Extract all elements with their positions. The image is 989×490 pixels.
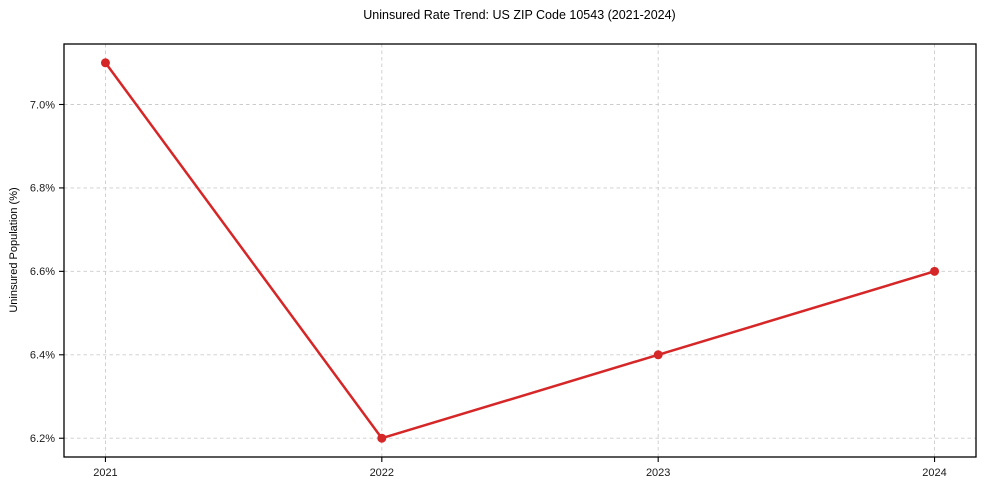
x-tick-label: 2021 <box>93 467 117 479</box>
x-tick-label: 2024 <box>922 467 946 479</box>
data-point-marker <box>653 350 663 360</box>
data-point-marker <box>377 433 387 443</box>
x-tick-label: 2022 <box>370 467 394 479</box>
chart-title: Uninsured Rate Trend: US ZIP Code 10543 … <box>363 8 676 22</box>
plot-border <box>63 43 977 458</box>
data-point-marker <box>930 266 940 276</box>
y-tick-label: 6.2% <box>30 433 55 445</box>
y-tick-label: 7.0% <box>30 99 55 111</box>
y-tick-label: 6.6% <box>30 266 55 278</box>
data-point-marker <box>100 58 110 68</box>
x-tick-label: 2023 <box>646 467 670 479</box>
y-tick-label: 6.8% <box>30 183 55 195</box>
trend-line <box>104 61 936 440</box>
y-tick-label: 6.4% <box>30 350 55 362</box>
